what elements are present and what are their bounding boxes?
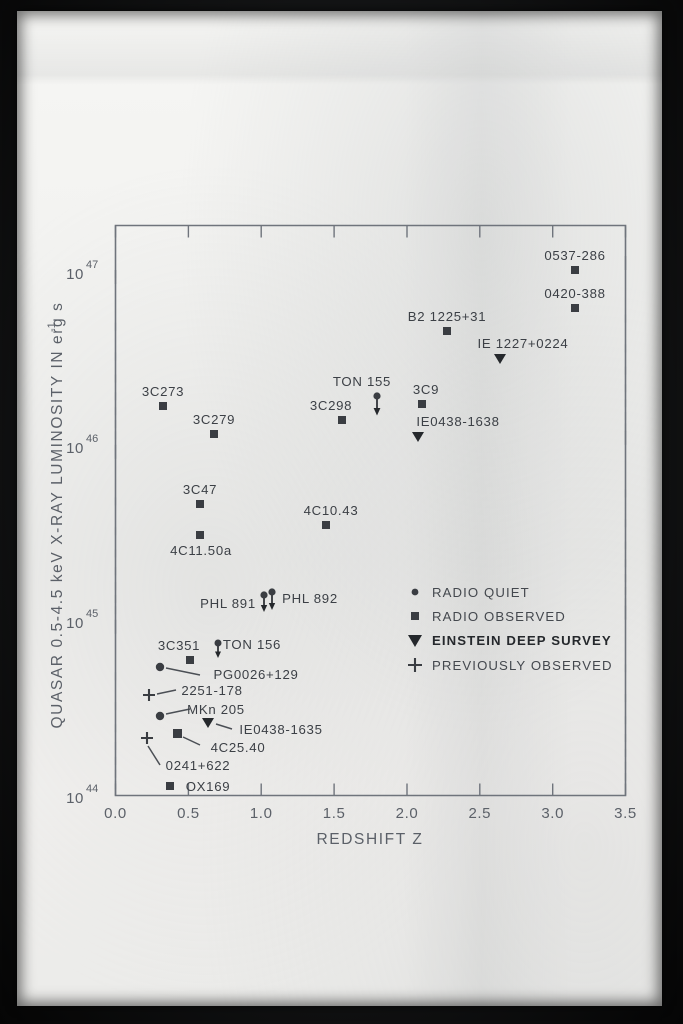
data-point-0537-286[interactable]: 0537-286 bbox=[544, 248, 605, 274]
y-axis-tick-labels: 10 47 10 46 10 45 10 44 bbox=[66, 259, 98, 807]
y-tick-base: 10 bbox=[66, 440, 84, 457]
data-point-pg0026-129[interactable]: PG0026+129 bbox=[155, 662, 299, 682]
x-axis-ticks bbox=[114, 225, 627, 796]
x-tick-label: 3.0 bbox=[541, 805, 564, 822]
legend-label: EINSTEIN DEEP SURVEY bbox=[432, 633, 612, 648]
legend-label: PREVIOUSLY OBSERVED bbox=[432, 658, 613, 673]
data-point-3c273[interactable]: 3C273 bbox=[142, 384, 184, 410]
data-point-phl-891[interactable]: PHL 891 bbox=[200, 591, 268, 612]
point-label: 3C279 bbox=[193, 412, 235, 427]
data-point-3c351[interactable]: 3C351 bbox=[158, 638, 200, 664]
photographic-print bbox=[17, 11, 662, 1006]
x-tick-label: 0.5 bbox=[177, 805, 200, 822]
x-axis-tick-labels: 0.0 0.5 1.0 1.5 2.0 2.5 3.0 3.5 bbox=[104, 805, 637, 822]
data-point-0241-622[interactable]: 0241+622 bbox=[141, 732, 230, 773]
square-marker-icon bbox=[411, 612, 419, 620]
data-point-b2-1225-31[interactable]: B2 1225+31 bbox=[408, 309, 487, 335]
point-label: 4C10.43 bbox=[304, 503, 359, 518]
y-tick-exponent: 46 bbox=[86, 433, 98, 445]
point-label: B2 1225+31 bbox=[408, 309, 487, 324]
legend-item-radio-quiet[interactable]: RADIO QUIET bbox=[411, 585, 530, 600]
data-point-4c25-40[interactable]: 4C25.40 bbox=[173, 729, 265, 755]
y-axis: 10 47 10 46 10 45 10 44 QUASAR 0.5-4.5 k… bbox=[46, 256, 627, 807]
point-label: 2251-178 bbox=[181, 683, 242, 698]
x-axis-title: REDSHIFT Z bbox=[317, 831, 424, 848]
point-label: 4C25.40 bbox=[211, 740, 266, 755]
point-label: 0241+622 bbox=[166, 758, 231, 773]
y-tick-base: 10 bbox=[66, 615, 84, 632]
x-tick-label: 2.0 bbox=[396, 805, 419, 822]
data-point-4c10-43[interactable]: 4C10.43 bbox=[304, 503, 359, 529]
circle-marker-icon bbox=[411, 588, 419, 596]
data-point-ton-156[interactable]: TON 156 bbox=[214, 637, 282, 658]
point-label: TON 155 bbox=[333, 374, 391, 389]
x-tick-label: 3.5 bbox=[614, 805, 637, 822]
x-tick-label: 0.0 bbox=[104, 805, 127, 822]
point-label: PHL 891 bbox=[200, 596, 256, 611]
legend-item-radio-observed[interactable]: RADIO OBSERVED bbox=[411, 609, 566, 624]
point-label: 3C9 bbox=[413, 382, 439, 397]
point-label: 3C298 bbox=[310, 398, 352, 413]
data-point-0420-388[interactable]: 0420-388 bbox=[544, 286, 605, 312]
y-tick-exponent: 47 bbox=[86, 259, 98, 271]
x-tick-label: 1.0 bbox=[250, 805, 273, 822]
point-label: IE0438-1638 bbox=[416, 414, 499, 429]
y-axis-title-group: QUASAR 0.5-4.5 keV X-RAY LUMINOSITY IN e… bbox=[46, 301, 66, 728]
data-points: 0537-286 0420-388 B2 1225+31 IE 1227+022… bbox=[141, 248, 605, 794]
plus-marker-icon bbox=[408, 658, 422, 672]
legend-item-einstein-deep-survey[interactable]: EINSTEIN DEEP SURVEY bbox=[408, 633, 612, 648]
y-axis-title: QUASAR 0.5-4.5 keV X-RAY LUMINOSITY IN e… bbox=[49, 301, 66, 728]
data-point-4c11-50a[interactable]: 4C11.50a bbox=[170, 531, 232, 558]
data-point-3c298[interactable]: 3C298 bbox=[310, 398, 352, 424]
legend-label: RADIO QUIET bbox=[432, 585, 530, 600]
data-point-2251-178[interactable]: 2251-178 bbox=[143, 683, 243, 701]
data-point-ie0438-1635[interactable]: IE0438-1635 bbox=[202, 718, 323, 737]
data-point-ton-155[interactable]: TON 155 bbox=[333, 374, 391, 416]
point-label: TON 156 bbox=[223, 637, 281, 652]
point-label: 3C273 bbox=[142, 384, 184, 399]
point-label: 0420-388 bbox=[544, 286, 605, 301]
y-tick-base: 10 bbox=[66, 266, 84, 283]
triangle-marker-icon bbox=[408, 635, 422, 647]
x-tick-label: 1.5 bbox=[323, 805, 346, 822]
data-point-3c9[interactable]: 3C9 bbox=[413, 382, 439, 408]
point-label: MKn 205 bbox=[187, 702, 245, 717]
point-label: IE 1227+0224 bbox=[478, 336, 569, 351]
point-label: 3C47 bbox=[183, 482, 217, 497]
point-label: 3C351 bbox=[158, 638, 200, 653]
point-label: PHL 892 bbox=[282, 591, 338, 606]
y-tick-exponent: 44 bbox=[86, 783, 98, 795]
data-point-phl-892[interactable]: PHL 892 bbox=[268, 588, 337, 610]
y-tick-base: 10 bbox=[66, 790, 84, 807]
data-point-ie0438-1638[interactable]: IE0438-1638 bbox=[412, 414, 500, 442]
y-tick-exponent: 45 bbox=[86, 608, 98, 620]
point-label: 0537-286 bbox=[544, 248, 605, 263]
point-label: OX169 bbox=[186, 779, 231, 794]
point-label: 4C11.50a bbox=[170, 543, 232, 558]
x-tick-label: 2.5 bbox=[468, 805, 491, 822]
legend-label: RADIO OBSERVED bbox=[432, 609, 566, 624]
data-point-ox169[interactable]: OX169 bbox=[166, 779, 230, 794]
data-point-mkn-205[interactable]: MKn 205 bbox=[155, 702, 245, 721]
data-point-3c279[interactable]: 3C279 bbox=[193, 412, 235, 438]
data-point-3c47[interactable]: 3C47 bbox=[183, 482, 217, 508]
legend: RADIO QUIET RADIO OBSERVED EINSTEIN DEEP… bbox=[408, 585, 613, 673]
y-axis-title-exponent: -1 bbox=[46, 322, 58, 332]
point-label: PG0026+129 bbox=[213, 667, 298, 682]
data-point-ie-1227-0224[interactable]: IE 1227+0224 bbox=[478, 336, 569, 364]
legend-item-previously-observed[interactable]: PREVIOUSLY OBSERVED bbox=[408, 658, 613, 673]
x-axis: 0.0 0.5 1.0 1.5 2.0 2.5 3.0 3.5 REDSHIFT… bbox=[104, 225, 637, 848]
point-label: IE0438-1635 bbox=[239, 722, 322, 737]
